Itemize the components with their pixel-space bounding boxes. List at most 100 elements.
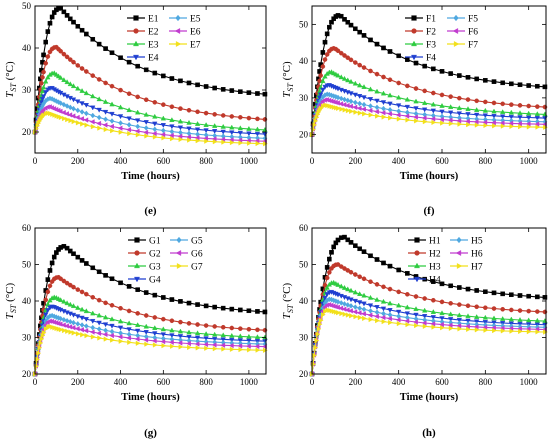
data-point: [387, 49, 393, 54]
data-point: [404, 104, 410, 110]
data-point: [79, 322, 85, 328]
data-point: [43, 90, 49, 96]
data-point: [517, 110, 523, 116]
panel-label: (f): [424, 205, 435, 217]
data-point: [103, 80, 108, 86]
data-point: [357, 246, 362, 252]
data-point: [64, 79, 70, 85]
legend-label: H1: [429, 237, 441, 247]
data-point: [483, 122, 489, 129]
data-point: [102, 331, 108, 338]
data-point: [414, 322, 419, 329]
data-point: [422, 63, 427, 69]
legend-marker: [134, 276, 140, 283]
data-point: [67, 81, 73, 87]
data-point: [483, 327, 489, 333]
data-point: [143, 323, 149, 329]
data-point: [526, 115, 532, 121]
data-point: [404, 318, 410, 324]
data-point: [473, 119, 479, 125]
legend-item-G1: G1: [128, 237, 161, 247]
data-point: [405, 321, 411, 328]
data-point: [135, 328, 141, 334]
legend-label: F2: [426, 28, 436, 38]
data-point: [345, 312, 351, 318]
data-point: [331, 244, 336, 250]
data-point: [96, 77, 102, 82]
data-point: [37, 345, 43, 351]
data-point: [64, 280, 70, 286]
series-H7: [310, 307, 548, 377]
data-point: [509, 328, 515, 334]
data-point: [96, 107, 102, 113]
legend-item-F5: F5: [447, 15, 478, 25]
data-point: [543, 329, 548, 335]
data-point: [345, 55, 351, 60]
chart-panel-4: 0 200 400 600 800 1000 20 30 40 50 60 Time (hours) T…: [281, 223, 548, 439]
data-point: [255, 347, 261, 353]
data-point: [509, 102, 514, 107]
data-point: [212, 346, 218, 352]
legend-item-G7: G7: [170, 263, 203, 273]
data-point: [186, 321, 192, 326]
data-point: [508, 120, 514, 127]
data-point: [246, 131, 252, 137]
legend: E1 E2 E3 E4 E5 E6 E7: [127, 15, 201, 64]
data-point: [387, 92, 393, 98]
data-point: [161, 135, 167, 141]
data-point: [361, 301, 367, 307]
data-point: [457, 73, 462, 78]
series-line: [34, 46, 265, 133]
data-point: [320, 50, 326, 55]
legend-marker: [133, 40, 139, 47]
data-point: [509, 307, 514, 313]
data-point: [169, 104, 175, 110]
data-point: [368, 37, 373, 43]
data-point: [341, 102, 347, 108]
data-point: [237, 125, 243, 131]
chart-panel-1: 0 200 400 600 800 1000 20 30 40 50 Time (hours) TST…: [4, 1, 268, 217]
data-point: [254, 126, 261, 132]
data-point: [49, 14, 55, 20]
data-point: [186, 80, 192, 86]
data-point: [161, 73, 166, 79]
data-point: [47, 20, 53, 26]
data-point: [457, 302, 462, 307]
data-point: [327, 24, 332, 30]
data-point: [404, 96, 410, 102]
data-point: [431, 279, 436, 284]
data-point: [143, 313, 149, 318]
data-point: [75, 120, 81, 126]
series-line: [34, 306, 265, 375]
data-point: [143, 111, 149, 117]
data-point: [500, 328, 506, 334]
data-point: [186, 119, 192, 125]
data-point: [41, 100, 46, 107]
x-tick-label: 800: [479, 156, 493, 166]
data-point: [203, 331, 209, 336]
data-point: [535, 309, 540, 314]
data-point: [212, 304, 217, 310]
legend-marker: [133, 28, 139, 34]
data-point: [324, 275, 330, 281]
data-point: [203, 341, 208, 348]
data-point: [89, 119, 95, 125]
data-point: [152, 292, 158, 298]
legend-item-G6: G6: [170, 250, 203, 260]
data-point: [315, 331, 321, 337]
data-point: [109, 118, 115, 124]
data-point: [422, 307, 428, 313]
data-point: [396, 309, 402, 315]
data-point: [71, 19, 76, 25]
data-point: [374, 104, 380, 111]
data-point: [322, 295, 328, 301]
legend-item-G5: G5: [170, 237, 203, 247]
x-tick-label: 1000: [520, 156, 539, 166]
data-point: [474, 327, 480, 333]
data-point: [422, 314, 428, 319]
x-tick-label: 200: [71, 156, 85, 166]
data-point: [500, 123, 506, 129]
data-point: [96, 96, 102, 102]
data-point: [381, 318, 387, 325]
data-point: [43, 60, 48, 66]
